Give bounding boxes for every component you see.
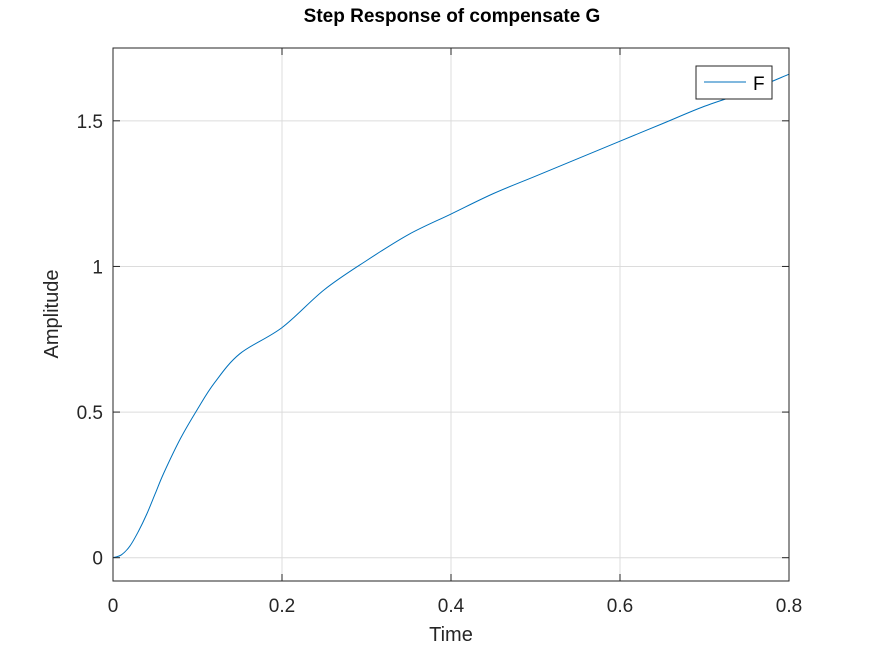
x-tick-label: 0.4 (438, 596, 465, 617)
plot-area (112, 47, 790, 582)
y-axis-label: Amplitude (41, 270, 63, 359)
x-tick-label: 0.6 (607, 596, 633, 617)
x-axis-label: Time (429, 624, 473, 646)
y-tick-labels: 0 0.5 1 1.5 (77, 112, 103, 570)
series-line-f (112, 73, 790, 559)
y-tick-label: 1 (92, 257, 103, 278)
tick-marks (112, 48, 790, 581)
chart-title: Step Response of compensate G (304, 6, 601, 27)
x-tick-label: 0.2 (269, 596, 295, 617)
y-tick-label: 0.5 (77, 403, 103, 424)
y-tick-label: 1.5 (77, 112, 103, 133)
series-layer (112, 73, 790, 559)
x-tick-labels: 0 0.2 0.4 0.6 0.8 (108, 596, 803, 617)
x-tick-label: 0.8 (776, 596, 802, 617)
x-tick-label: 0 (108, 596, 119, 617)
legend-label-f: F (753, 74, 765, 95)
y-tick-label: 0 (92, 549, 103, 570)
legend[interactable]: F (695, 65, 773, 100)
